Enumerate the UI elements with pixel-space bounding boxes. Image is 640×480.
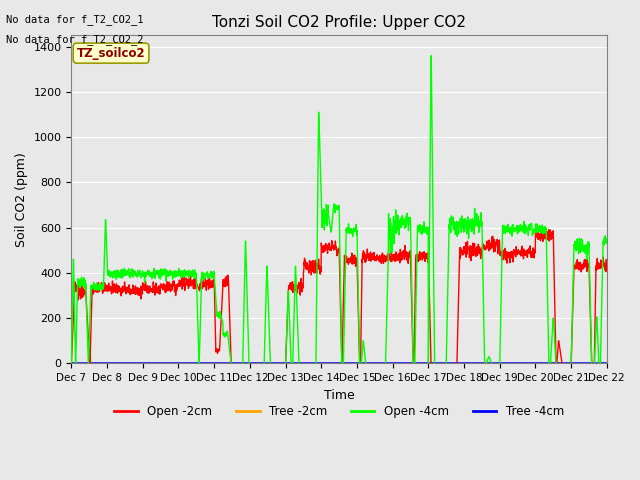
X-axis label: Time: Time [324, 389, 355, 402]
Legend: Open -2cm, Tree -2cm, Open -4cm, Tree -4cm: Open -2cm, Tree -2cm, Open -4cm, Tree -4… [109, 401, 568, 423]
Y-axis label: Soil CO2 (ppm): Soil CO2 (ppm) [15, 152, 28, 247]
Text: No data for f_T2_CO2_2: No data for f_T2_CO2_2 [6, 34, 144, 45]
Text: TZ_soilco2: TZ_soilco2 [77, 47, 145, 60]
Title: Tonzi Soil CO2 Profile: Upper CO2: Tonzi Soil CO2 Profile: Upper CO2 [212, 15, 466, 30]
Text: No data for f_T2_CO2_1: No data for f_T2_CO2_1 [6, 14, 144, 25]
